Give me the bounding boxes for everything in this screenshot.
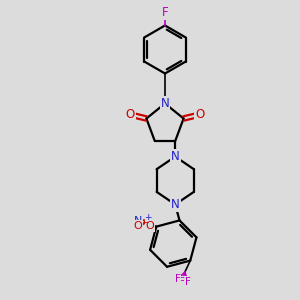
Text: F: F [162, 6, 168, 20]
Text: F: F [179, 277, 185, 287]
Text: N: N [160, 97, 169, 110]
Text: O: O [125, 108, 135, 121]
Text: O: O [146, 221, 154, 231]
Text: N: N [171, 198, 180, 211]
Text: −: − [141, 218, 149, 228]
Text: +: + [144, 213, 152, 222]
Text: O: O [195, 108, 205, 121]
Text: O: O [133, 220, 142, 230]
Text: N: N [171, 150, 180, 163]
Text: F: F [175, 274, 180, 284]
Text: F: F [185, 277, 191, 287]
Text: N: N [134, 216, 142, 226]
